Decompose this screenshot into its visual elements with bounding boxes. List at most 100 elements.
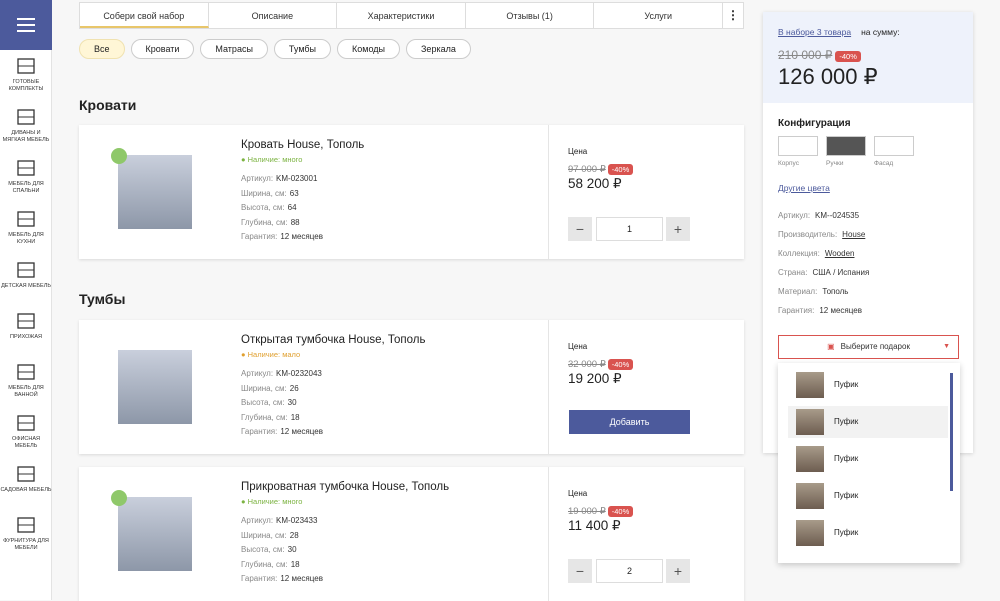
availability: ● Наличие: много [241, 497, 303, 506]
filter-chip[interactable]: Тумбы [273, 39, 332, 59]
sidebar-item[interactable]: ОФИСНАЯ МЕБЕЛЬ [0, 413, 52, 449]
sidebar-label: МЕБЕЛЬ ДЛЯ КУХНИ [8, 232, 44, 245]
sidebar-item[interactable]: ГОТОВЫЕ КОМПЛЕКТЫ [0, 56, 52, 92]
sidebar-item[interactable]: ДИВАНЫ И МЯГКАЯ МЕБЕЛЬ [0, 107, 52, 143]
sidebar-item[interactable]: МЕБЕЛЬ ДЛЯ ВАННОЙ [0, 362, 52, 398]
gift-option[interactable]: Пуфик [788, 406, 948, 438]
filter-chip[interactable]: Кровати [130, 39, 195, 59]
spec-row: Артикул: KM--024535 [778, 211, 859, 220]
plus-button[interactable]: + [666, 217, 690, 241]
sidebar-item[interactable]: ФУРНИТУРА ДЛЯ МЕБЕЛИ [0, 515, 52, 551]
more-button[interactable]: ⋮ [726, 8, 739, 22]
quantity-input[interactable]: 2 [596, 559, 663, 583]
sidebar-item[interactable]: САДОВАЯ МЕБЕЛЬ [0, 464, 52, 494]
filter-chip[interactable]: Матрасы [200, 39, 268, 59]
spec-value: 12 месяцев [280, 427, 323, 436]
tab[interactable]: Отзывы (1) [466, 3, 595, 28]
menu-button[interactable] [0, 0, 52, 50]
product-name[interactable]: Открытая тумбочка House, Тополь [241, 334, 426, 346]
spec-value: 28 [289, 530, 299, 540]
old-price-row: 97 000 ₽ -40% [568, 159, 634, 177]
spec-row: Глубина, см: 88 [241, 218, 300, 227]
section-title: Тумбы [79, 291, 126, 307]
price: 19 200 ₽ [568, 371, 622, 386]
divider [548, 125, 549, 259]
product-card: Прикроватная тумбочка House, Тополь ● Нал… [79, 467, 744, 601]
filter-chip[interactable]: Зеркала [406, 39, 471, 59]
scrollbar [950, 373, 953, 491]
tab[interactable]: Характеристики [337, 3, 466, 28]
tab[interactable]: Собери свой набор [80, 3, 209, 28]
spec-value: KM-0232043 [276, 369, 322, 378]
price-label: Цена [568, 342, 588, 351]
count-row: В наборе 3 товара на сумму: [778, 27, 900, 37]
swatch-label: Ручки [826, 160, 844, 167]
discount-badge: -40% [607, 164, 634, 175]
sidebar-label: ФУРНИТУРА ДЛЯ МЕБЕЛИ [3, 538, 49, 551]
minus-button[interactable]: − [568, 559, 592, 583]
swatch[interactable] [874, 136, 914, 156]
sidebar-item[interactable]: ПРИХОЖАЯ [0, 311, 52, 341]
option-image [796, 409, 824, 435]
filters: Все Кровати Матрасы Тумбы Комоды Зеркала [79, 39, 471, 59]
quantity-input[interactable]: 1 [596, 217, 663, 241]
gift-select[interactable]: ▣ Выберите подарок ▼ [778, 335, 959, 359]
dropdown-arrow: ▼ [943, 343, 950, 350]
spec-row: Артикул: KM-023001 [241, 174, 317, 183]
filter-chip[interactable]: Все [79, 39, 125, 59]
sidebar-item[interactable]: МЕБЕЛЬ ДЛЯ СПАЛЬНИ [0, 158, 52, 194]
spec-row: Высота, см: 30 [241, 545, 297, 554]
swatch[interactable] [826, 136, 866, 156]
spec-value[interactable]: Wooden [824, 249, 855, 258]
spec-label: Высота, см: [241, 398, 285, 407]
minus-button[interactable]: − [568, 217, 592, 241]
spec-value: 18 [290, 559, 300, 569]
gift-dropdown: Пуфик Пуфик Пуфик Пуфик Пуфик [778, 363, 960, 563]
add-button[interactable]: Добавить [569, 410, 690, 434]
sidebar-icon [17, 517, 35, 533]
spec-row: Гарантия: 12 месяцев [778, 306, 862, 315]
gift-option[interactable]: Пуфик [788, 480, 948, 512]
sidebar-label: ПРИХОЖАЯ [10, 334, 42, 340]
spec-value: 12 месяцев [280, 574, 323, 583]
sidebar-label: ГОТОВЫЕ КОМПЛЕКТЫ [8, 79, 44, 92]
sidebar-icon [17, 262, 35, 278]
count-link[interactable]: В наборе 3 товара [778, 27, 852, 37]
swatch[interactable] [778, 136, 818, 156]
tab[interactable]: Услуги [594, 3, 723, 28]
spec-value[interactable]: House [842, 230, 866, 239]
availability-dot: ● [241, 350, 248, 359]
sum-label: на сумму: [861, 27, 900, 37]
tab[interactable]: Описание [209, 3, 338, 28]
option-image [796, 372, 824, 398]
spec-value: 63 [289, 188, 299, 198]
sidebar-icon [17, 415, 35, 431]
sidebar-label: ДИВАНЫ И МЯГКАЯ МЕБЕЛЬ [2, 130, 50, 143]
spec-value: KM-023001 [276, 174, 318, 183]
menu-icon [17, 18, 35, 32]
spec-value: 26 [289, 383, 299, 393]
divider [548, 467, 549, 601]
sidebar-item[interactable]: МЕБЕЛЬ ДЛЯ КУХНИ [0, 209, 52, 245]
swatch-label: Корпус [778, 160, 799, 167]
spec-row: Ширина, см: 28 [241, 531, 299, 540]
product-image [118, 497, 192, 571]
plus-button[interactable]: + [666, 559, 690, 583]
tabs: Собери свой набор Описание Характеристики О… [79, 2, 744, 29]
gift-option[interactable]: Пуфик [788, 443, 948, 475]
gift-option[interactable]: Пуфик [788, 369, 948, 401]
sidebar-icon [17, 160, 35, 176]
gift-option[interactable]: Пуфик [788, 517, 948, 549]
sidebar-item[interactable]: ДЕТСКАЯ МЕБЕЛЬ [0, 260, 52, 290]
price: 11 400 ₽ [568, 518, 621, 533]
option-label: Пуфик [834, 380, 859, 389]
spec-value: 30 [287, 398, 297, 407]
spec-row: Гарантия: 12 месяцев [241, 427, 323, 436]
filter-chip[interactable]: Комоды [337, 39, 400, 59]
option-label: Пуфик [834, 491, 859, 500]
old-price-row: 19 000 ₽ -40% [568, 501, 634, 519]
product-name[interactable]: Кровать House, Тополь [241, 139, 365, 151]
other-colors-link[interactable]: Другие цвета [778, 183, 830, 193]
product-name[interactable]: Прикроватная тумбочка House, Тополь [241, 481, 450, 493]
